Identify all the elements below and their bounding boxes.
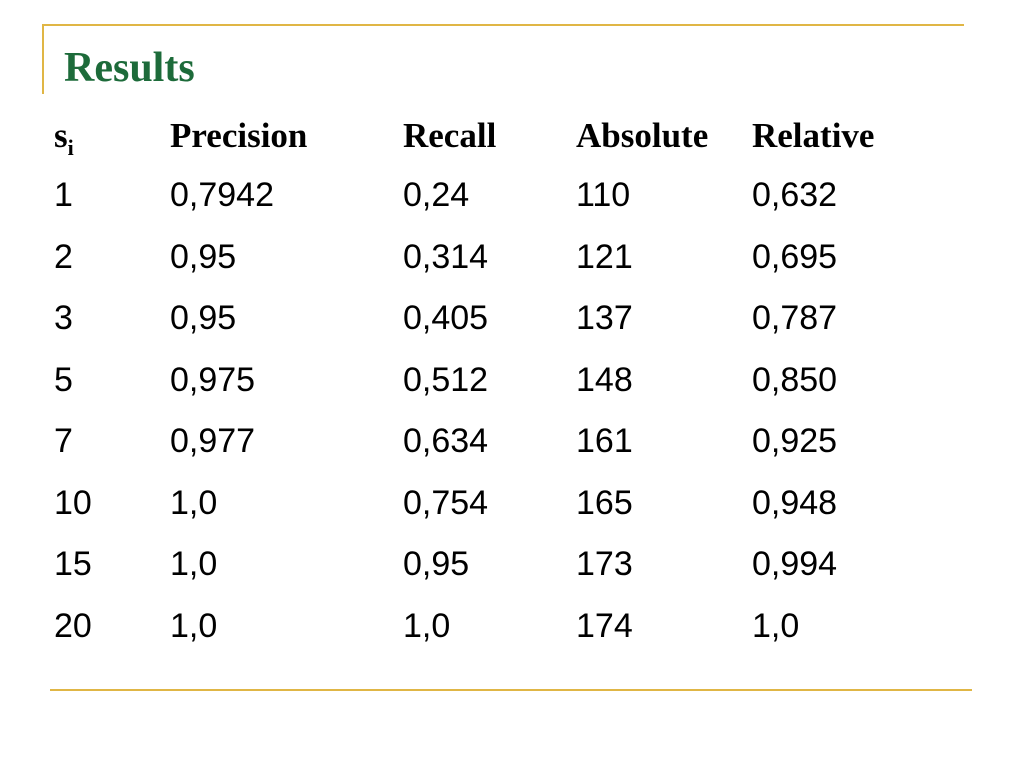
cell-absolute: 165: [576, 483, 633, 522]
cell-recall: 0,314: [403, 237, 489, 276]
column-header-label: s: [54, 116, 68, 155]
cell-absolute: 174: [576, 606, 633, 645]
cell-si: 15: [54, 545, 92, 584]
cell-recall: 0,754: [403, 483, 489, 522]
cell-si: 20: [54, 606, 92, 645]
column-header-label: Recall: [403, 116, 497, 155]
slide-title: Results: [64, 45, 195, 91]
cell-precision: 1,0: [170, 606, 218, 645]
cell-absolute: 110: [576, 176, 631, 215]
cell-relative: 0,925: [752, 422, 838, 461]
cell-absolute: 148: [576, 360, 633, 399]
cell-recall: 0,405: [403, 299, 489, 338]
column-header-relative: Relative: [752, 107, 932, 165]
table-row: 5 0,975 0,512 148 0,850: [54, 350, 932, 412]
cell-relative: 0,695: [752, 237, 838, 276]
frame-top-rule: [42, 24, 964, 26]
cell-precision: 0,7942: [170, 176, 274, 215]
table-row: 7 0,977 0,634 161 0,925: [54, 411, 932, 473]
cell-relative: 0,948: [752, 483, 838, 522]
table-header-row: si Precision Recall Absolute Relative: [54, 107, 932, 165]
table-row: 20 1,0 1,0 174 1,0: [54, 596, 932, 658]
cell-absolute: 173: [576, 545, 633, 584]
cell-relative: 1,0: [752, 606, 800, 645]
cell-absolute: 121: [576, 237, 633, 276]
cell-si: 2: [54, 237, 73, 276]
cell-recall: 1,0: [403, 606, 451, 645]
column-header-subscript: i: [67, 135, 74, 160]
column-header-label: Relative: [752, 116, 875, 155]
frame-bottom-rule: [50, 689, 972, 691]
cell-si: 1: [54, 176, 73, 215]
cell-relative: 0,787: [752, 299, 838, 338]
table-row: 3 0,95 0,405 137 0,787: [54, 288, 932, 350]
column-header-recall: Recall: [403, 107, 576, 165]
cell-precision: 0,975: [170, 360, 256, 399]
cell-absolute: 161: [576, 422, 633, 461]
cell-precision: 1,0: [170, 483, 218, 522]
cell-recall: 0,24: [403, 176, 470, 215]
cell-recall: 0,634: [403, 422, 489, 461]
table-row: 15 1,0 0,95 173 0,994: [54, 534, 932, 596]
cell-si: 7: [54, 422, 73, 461]
frame-left-rule: [42, 24, 44, 94]
cell-relative: 0,850: [752, 360, 838, 399]
cell-recall: 0,512: [403, 360, 489, 399]
column-header-label: Absolute: [576, 116, 709, 155]
cell-precision: 1,0: [170, 545, 218, 584]
cell-si: 5: [54, 360, 73, 399]
cell-precision: 0,95: [170, 237, 237, 276]
cell-precision: 0,977: [170, 422, 256, 461]
cell-recall: 0,95: [403, 545, 470, 584]
cell-precision: 0,95: [170, 299, 237, 338]
cell-relative: 0,632: [752, 176, 838, 215]
table-row: 1 0,7942 0,24 110 0,632: [54, 165, 932, 227]
cell-relative: 0,994: [752, 545, 838, 584]
column-header-precision: Precision: [170, 107, 403, 165]
table-row: 10 1,0 0,754 165 0,948: [54, 473, 932, 535]
column-header-si: si: [54, 107, 170, 165]
table-row: 2 0,95 0,314 121 0,695: [54, 227, 932, 289]
column-header-absolute: Absolute: [576, 107, 752, 165]
column-header-label: Precision: [170, 116, 308, 155]
cell-absolute: 137: [576, 299, 633, 338]
results-table: si Precision Recall Absolute Relative 1 …: [54, 107, 932, 657]
cell-si: 3: [54, 299, 73, 338]
cell-si: 10: [54, 483, 92, 522]
